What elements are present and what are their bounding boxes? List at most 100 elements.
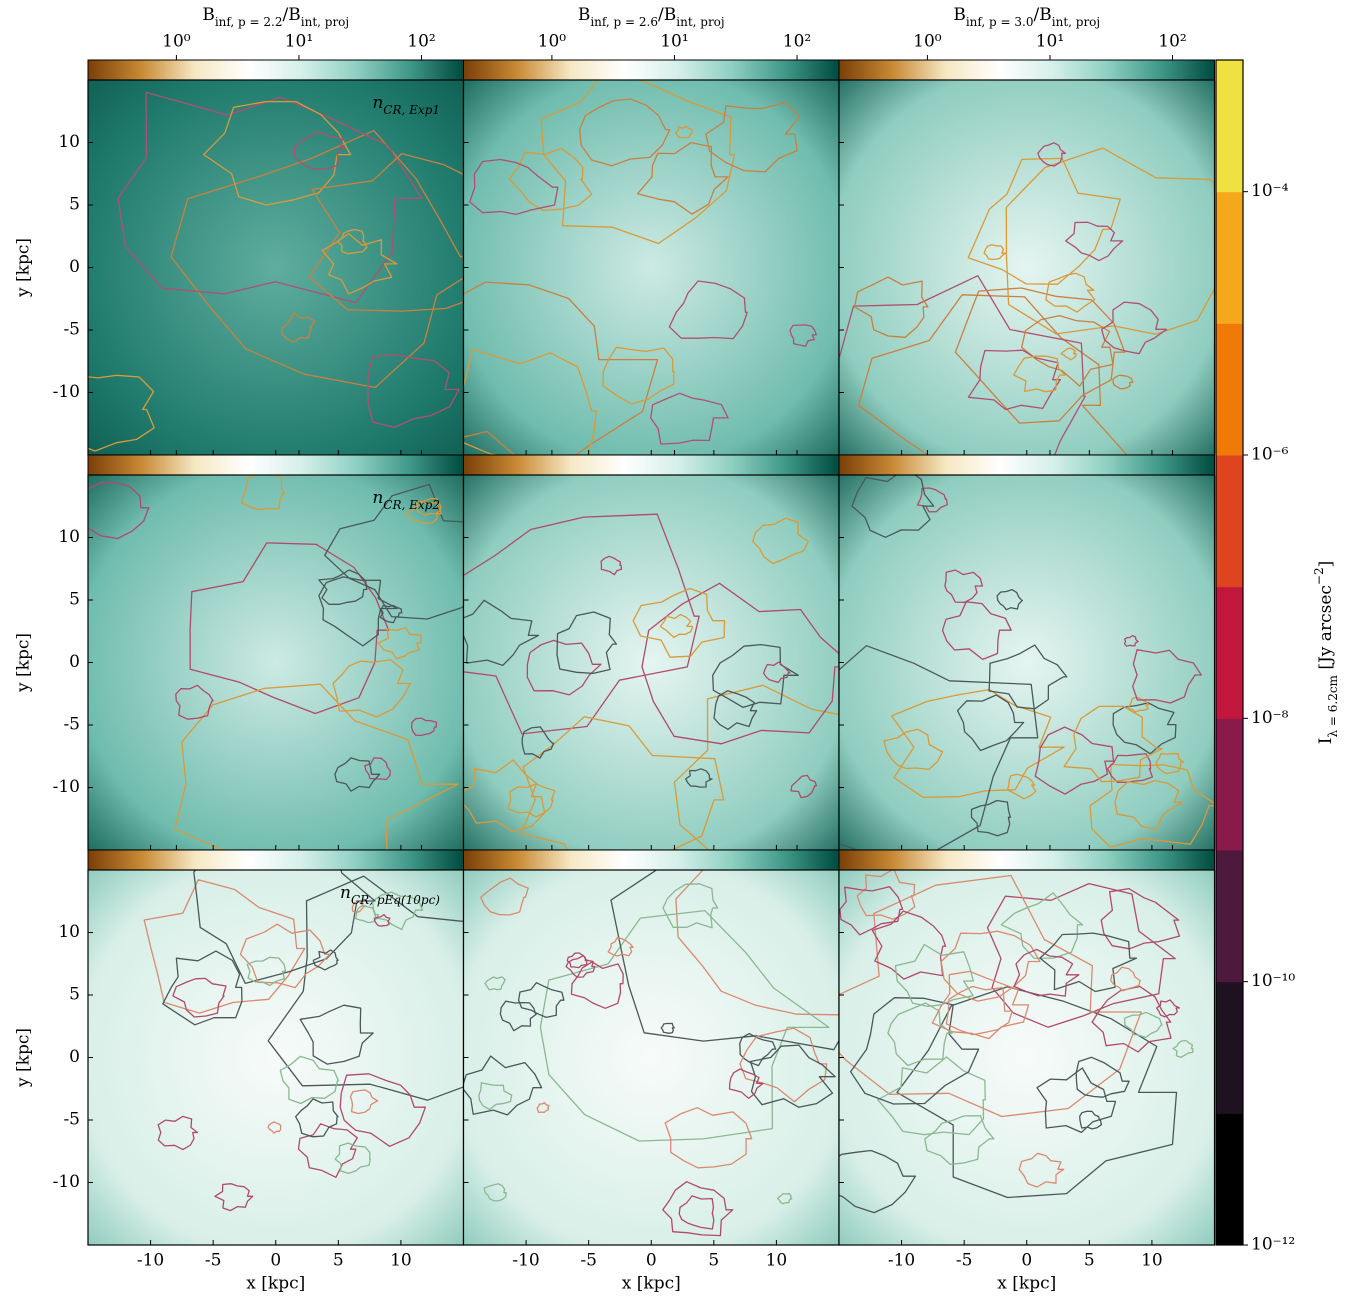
colorbar-tick-label: 10⁻⁸ xyxy=(1251,708,1289,728)
y-tick-label: 0 xyxy=(69,1047,80,1067)
x-axis-label: x [kpc] xyxy=(246,1274,305,1294)
panel-image xyxy=(464,870,840,1245)
colorbar-tick-label: 10⁻¹⁰ xyxy=(1251,971,1295,991)
panel-image xyxy=(464,475,840,850)
colorbar-tick-label: 10⁰ xyxy=(913,32,942,52)
colorbar-band xyxy=(1216,982,1243,1114)
column-title-part: B xyxy=(202,5,215,25)
y-axis-label: y [kpc] xyxy=(14,1028,34,1088)
column-title-part: int, proj xyxy=(301,15,349,29)
colorbar-tick-label: 10² xyxy=(783,32,811,52)
y-tick-label: 10 xyxy=(58,922,80,942)
panel-image xyxy=(464,80,840,455)
colorbar-label: Iλ = 6.2cm [Jy arcsec−2] xyxy=(1312,561,1340,745)
y-tick-label: 0 xyxy=(69,257,80,277)
column-title-part: inf, p = 2.2 xyxy=(215,15,283,29)
colorbar-tick-label: 10⁰ xyxy=(162,32,191,52)
colorbar-tick-label: 10¹ xyxy=(660,32,688,52)
panel-image xyxy=(839,870,1215,1245)
column-title-part: /B xyxy=(658,5,676,25)
column-title: Binf, p = 2.6/Bint, proj xyxy=(578,5,725,29)
y-tick-label: -10 xyxy=(53,1172,80,1192)
y-axis-label: y [kpc] xyxy=(14,633,34,693)
x-tick-label: -10 xyxy=(512,1251,539,1271)
column-title-part: inf, p = 3.0 xyxy=(966,15,1034,29)
colorbar-label-part: ] xyxy=(1316,561,1336,568)
column-title-part: /B xyxy=(1034,5,1052,25)
ratio-colorbar xyxy=(88,60,464,80)
ratio-colorbar xyxy=(464,60,840,80)
colorbar-tick-label: 10² xyxy=(407,32,435,52)
colorbar-band xyxy=(1216,60,1243,192)
column-title: Binf, p = 3.0/Bint, proj xyxy=(953,5,1100,29)
ratio-colorbar xyxy=(464,850,840,870)
colorbar-tick-label: 10¹ xyxy=(285,32,313,52)
colorbar-band xyxy=(1216,323,1243,455)
x-tick-label: -10 xyxy=(888,1251,915,1271)
y-tick-label: 5 xyxy=(69,195,80,215)
x-tick-label: 0 xyxy=(646,1251,657,1271)
ratio-colorbar xyxy=(839,850,1215,870)
row-label-part: CR, Exp1 xyxy=(383,103,440,117)
ratio-colorbar xyxy=(839,60,1215,80)
colorbar-band xyxy=(1216,718,1243,850)
panel-image xyxy=(839,80,1215,455)
panel-image xyxy=(88,870,464,1245)
x-tick-label: 5 xyxy=(708,1251,719,1271)
row-label-part: CR, pEq(10pc) xyxy=(351,893,440,907)
ratio-colorbar xyxy=(464,455,840,475)
y-axis-label: y [kpc] xyxy=(14,238,34,298)
x-axis-label: x [kpc] xyxy=(997,1274,1056,1294)
column-title-part: B xyxy=(953,5,966,25)
colorbar-band xyxy=(1216,587,1243,719)
x-axis-label: x [kpc] xyxy=(622,1274,681,1294)
y-tick-label: -5 xyxy=(63,715,80,735)
column-title-part: int, proj xyxy=(1052,15,1100,29)
ratio-colorbar xyxy=(88,455,464,475)
figure: -10-5051010⁰10¹10²Binf, p = 2.2/Bint, pr… xyxy=(0,0,1347,1302)
colorbar-tick-label: 10¹ xyxy=(1036,32,1064,52)
colorbar-label-part: −2 xyxy=(1312,567,1326,585)
colorbar-label-part: I xyxy=(1316,738,1336,745)
x-tick-label: -10 xyxy=(137,1251,164,1271)
colorbar-tick-label: 10² xyxy=(1158,32,1186,52)
column-title-part: B xyxy=(578,5,591,25)
colorbar-tick-label: 10⁰ xyxy=(538,32,567,52)
y-tick-label: 5 xyxy=(69,590,80,610)
colorbar-label-part: λ = 6.2cm xyxy=(1326,674,1340,737)
x-tick-label: 10 xyxy=(1141,1251,1163,1271)
panel-image xyxy=(88,475,464,850)
colorbar-band xyxy=(1216,192,1243,324)
colorbar-tick-label: 10⁻¹² xyxy=(1251,1235,1295,1255)
x-tick-label: 5 xyxy=(333,1251,344,1271)
column-title-part: /B xyxy=(283,5,301,25)
y-tick-label: -5 xyxy=(63,1110,80,1130)
x-tick-label: -5 xyxy=(205,1251,222,1271)
x-tick-label: -5 xyxy=(580,1251,597,1271)
colorbar-band xyxy=(1216,455,1243,587)
y-tick-label: -10 xyxy=(53,382,80,402)
ratio-colorbar xyxy=(88,850,464,870)
row-label-part: n xyxy=(372,93,383,113)
ratio-colorbar xyxy=(839,455,1215,475)
x-tick-label: 10 xyxy=(766,1251,788,1271)
row-label-part: CR, Exp2 xyxy=(383,498,440,512)
colorbar-tick-label: 10⁻⁶ xyxy=(1251,445,1289,465)
y-tick-label: -10 xyxy=(53,777,80,797)
column-title: Binf, p = 2.2/Bint, proj xyxy=(202,5,349,29)
x-tick-label: 0 xyxy=(270,1251,281,1271)
colorbar-label-part: [Jy arcsec xyxy=(1316,585,1336,675)
colorbar-band xyxy=(1216,1113,1243,1245)
x-tick-label: -5 xyxy=(956,1251,973,1271)
panel-image xyxy=(839,475,1215,850)
x-tick-label: 0 xyxy=(1021,1251,1032,1271)
x-tick-label: 5 xyxy=(1084,1251,1095,1271)
column-title-part: inf, p = 2.6 xyxy=(590,15,658,29)
colorbar-tick-label: 10⁻⁴ xyxy=(1251,181,1289,201)
y-tick-label: 10 xyxy=(58,132,80,152)
y-tick-label: 10 xyxy=(58,527,80,547)
x-tick-label: 10 xyxy=(390,1251,412,1271)
row-label-part: n xyxy=(340,883,351,903)
row-label-part: n xyxy=(372,488,383,508)
y-tick-label: 0 xyxy=(69,652,80,672)
